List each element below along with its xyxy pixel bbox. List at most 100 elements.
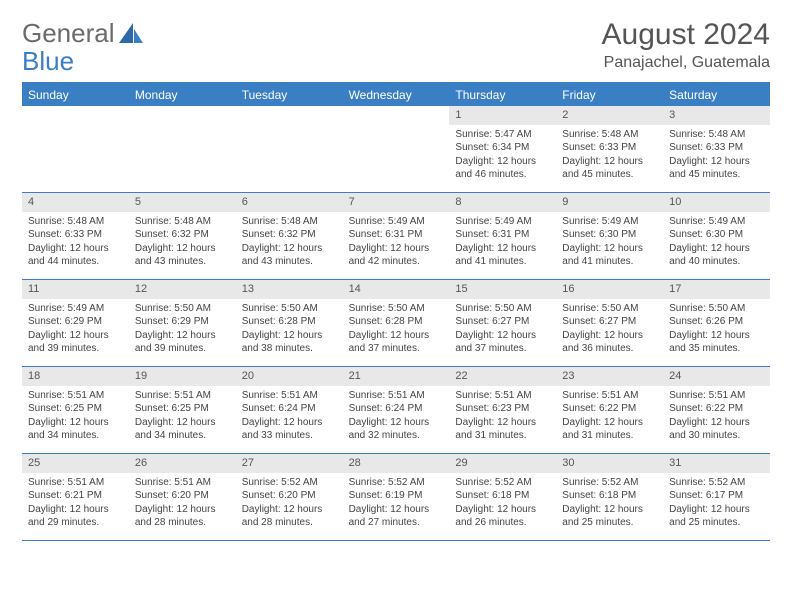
sunrise-text: Sunrise: 5:48 AM — [28, 215, 123, 229]
sunrise-text: Sunrise: 5:47 AM — [455, 128, 550, 142]
day-number: 11 — [22, 280, 129, 299]
sunset-text: Sunset: 6:21 PM — [28, 489, 123, 503]
day-body: Sunrise: 5:49 AMSunset: 6:31 PMDaylight:… — [343, 212, 450, 273]
sunset-text: Sunset: 6:27 PM — [562, 315, 657, 329]
sunset-text: Sunset: 6:32 PM — [242, 228, 337, 242]
daylight-text: Daylight: 12 hours and 43 minutes. — [242, 242, 337, 269]
day-body: Sunrise: 5:51 AMSunset: 6:24 PMDaylight:… — [343, 386, 450, 447]
day-number: 10 — [663, 193, 770, 212]
sunset-text: Sunset: 6:20 PM — [135, 489, 230, 503]
daylight-text: Daylight: 12 hours and 46 minutes. — [455, 155, 550, 182]
week-row: 18Sunrise: 5:51 AMSunset: 6:25 PMDayligh… — [22, 367, 770, 454]
day-cell: 20 Sunrise: 5:51 AMSunset: 6:24 PMDayligh… — [236, 367, 343, 453]
day-cell: 17Sunrise: 5:50 AMSunset: 6:26 PMDayligh… — [663, 280, 770, 366]
sunrise-text: Sunrise: 5:52 AM — [455, 476, 550, 490]
week-row: 4Sunrise: 5:48 AMSunset: 6:33 PMDaylight… — [22, 193, 770, 280]
day-number: 28 — [343, 454, 450, 473]
day-body: Sunrise: 5:50 AMSunset: 6:28 PMDaylight:… — [236, 299, 343, 360]
weeks-container: 1Sunrise: 5:47 AMSunset: 6:34 PMDaylight… — [22, 106, 770, 541]
day-cell: 18Sunrise: 5:51 AMSunset: 6:25 PMDayligh… — [22, 367, 129, 453]
day-cell — [236, 106, 343, 192]
sunset-text: Sunset: 6:33 PM — [669, 141, 764, 155]
sunset-text: Sunset: 6:32 PM — [135, 228, 230, 242]
day-number: 22 — [449, 367, 556, 386]
day-cell: 8Sunrise: 5:49 AMSunset: 6:31 PMDaylight… — [449, 193, 556, 279]
sunrise-text: Sunrise: 5:48 AM — [669, 128, 764, 142]
sunset-text: Sunset: 6:33 PM — [562, 141, 657, 155]
location-subtitle: Panajachel, Guatemala — [602, 54, 770, 72]
day-body: Sunrise: 5:51 AMSunset: 6:23 PMDaylight:… — [449, 386, 556, 447]
brand-part1: General — [22, 18, 115, 49]
sunrise-text: Sunrise: 5:48 AM — [135, 215, 230, 229]
day-body: Sunrise: 5:49 AMSunset: 6:30 PMDaylight:… — [556, 212, 663, 273]
sunset-text: Sunset: 6:31 PM — [455, 228, 550, 242]
daylight-text: Daylight: 12 hours and 38 minutes. — [242, 329, 337, 356]
day-number: 25 — [22, 454, 129, 473]
day-cell: 4Sunrise: 5:48 AMSunset: 6:33 PMDaylight… — [22, 193, 129, 279]
sunset-text: Sunset: 6:24 PM — [242, 402, 337, 416]
day-cell: 3Sunrise: 5:48 AMSunset: 6:33 PMDaylight… — [663, 106, 770, 192]
day-cell: 25 Sunrise: 5:51 AMSunset: 6:21 PMDayligh… — [22, 454, 129, 540]
sunset-text: Sunset: 6:24 PM — [349, 402, 444, 416]
sunrise-text: Sunrise: 5:50 AM — [349, 302, 444, 316]
brand-logo: General — [22, 18, 147, 49]
day-cell — [22, 106, 129, 192]
sunset-text: Sunset: 6:20 PM — [242, 489, 337, 503]
day-number: 23 — [556, 367, 663, 386]
sunset-text: Sunset: 6:17 PM — [669, 489, 764, 503]
sunset-text: Sunset: 6:18 PM — [455, 489, 550, 503]
sunset-text: Sunset: 6:34 PM — [455, 141, 550, 155]
sunrise-text: Sunrise: 5:51 AM — [28, 389, 123, 403]
daylight-text: Daylight: 12 hours and 25 minutes. — [562, 503, 657, 530]
sunset-text: Sunset: 6:31 PM — [349, 228, 444, 242]
daylight-text: Daylight: 12 hours and 28 minutes. — [135, 503, 230, 530]
sunset-text: Sunset: 6:30 PM — [669, 228, 764, 242]
day-cell: 11Sunrise: 5:49 AMSunset: 6:29 PMDayligh… — [22, 280, 129, 366]
day-body: Sunrise: 5:50 AMSunset: 6:27 PMDaylight:… — [449, 299, 556, 360]
day-number: 21 — [343, 367, 450, 386]
sunset-text: Sunset: 6:28 PM — [349, 315, 444, 329]
sunrise-text: Sunrise: 5:52 AM — [242, 476, 337, 490]
sunrise-text: Sunrise: 5:52 AM — [562, 476, 657, 490]
daylight-text: Daylight: 12 hours and 40 minutes. — [669, 242, 764, 269]
day-body: Sunrise: 5:48 AMSunset: 6:33 PMDaylight:… — [22, 212, 129, 273]
day-body: Sunrise: 5:48 AMSunset: 6:32 PMDaylight:… — [236, 212, 343, 273]
day-number: 12 — [129, 280, 236, 299]
day-number: 19 — [129, 367, 236, 386]
daylight-text: Daylight: 12 hours and 39 minutes. — [28, 329, 123, 356]
day-cell: 23Sunrise: 5:51 AMSunset: 6:22 PMDayligh… — [556, 367, 663, 453]
day-number: 20 — [236, 367, 343, 386]
day-cell: 14Sunrise: 5:50 AMSunset: 6:28 PMDayligh… — [343, 280, 450, 366]
day-number: 9 — [556, 193, 663, 212]
day-cell: 9Sunrise: 5:49 AMSunset: 6:30 PMDaylight… — [556, 193, 663, 279]
day-cell: 1Sunrise: 5:47 AMSunset: 6:34 PMDaylight… — [449, 106, 556, 192]
day-body: Sunrise: 5:51 AMSunset: 6:22 PMDaylight:… — [556, 386, 663, 447]
day-cell: 24Sunrise: 5:51 AMSunset: 6:22 PMDayligh… — [663, 367, 770, 453]
day-cell: 10Sunrise: 5:49 AMSunset: 6:30 PMDayligh… — [663, 193, 770, 279]
day-body: Sunrise: 5:52 AMSunset: 6:19 PMDaylight:… — [343, 473, 450, 534]
day-cell: 30Sunrise: 5:52 AMSunset: 6:18 PMDayligh… — [556, 454, 663, 540]
day-cell: 31Sunrise: 5:52 AMSunset: 6:17 PMDayligh… — [663, 454, 770, 540]
day-number: 8 — [449, 193, 556, 212]
day-cell: 21Sunrise: 5:51 AMSunset: 6:24 PMDayligh… — [343, 367, 450, 453]
day-cell: 28Sunrise: 5:52 AMSunset: 6:19 PMDayligh… — [343, 454, 450, 540]
day-body: Sunrise: 5:48 AMSunset: 6:33 PMDaylight:… — [663, 125, 770, 186]
daylight-text: Daylight: 12 hours and 34 minutes. — [135, 416, 230, 443]
day-body: Sunrise: 5:51 AMSunset: 6:20 PMDaylight:… — [129, 473, 236, 534]
daylight-text: Daylight: 12 hours and 33 minutes. — [242, 416, 337, 443]
day-body: Sunrise: 5:50 AMSunset: 6:29 PMDaylight:… — [129, 299, 236, 360]
daylight-text: Daylight: 12 hours and 25 minutes. — [669, 503, 764, 530]
day-body: Sunrise: 5:48 AMSunset: 6:33 PMDaylight:… — [556, 125, 663, 186]
daylight-text: Daylight: 12 hours and 29 minutes. — [28, 503, 123, 530]
day-number: 26 — [129, 454, 236, 473]
day-cell — [129, 106, 236, 192]
day-number: 24 — [663, 367, 770, 386]
sunrise-text: Sunrise: 5:51 AM — [28, 476, 123, 490]
sunset-text: Sunset: 6:27 PM — [455, 315, 550, 329]
sunrise-text: Sunrise: 5:50 AM — [242, 302, 337, 316]
daylight-text: Daylight: 12 hours and 39 minutes. — [135, 329, 230, 356]
sunset-text: Sunset: 6:28 PM — [242, 315, 337, 329]
sunrise-text: Sunrise: 5:51 AM — [242, 389, 337, 403]
weekday-header: Friday — [556, 84, 663, 106]
sunset-text: Sunset: 6:25 PM — [28, 402, 123, 416]
